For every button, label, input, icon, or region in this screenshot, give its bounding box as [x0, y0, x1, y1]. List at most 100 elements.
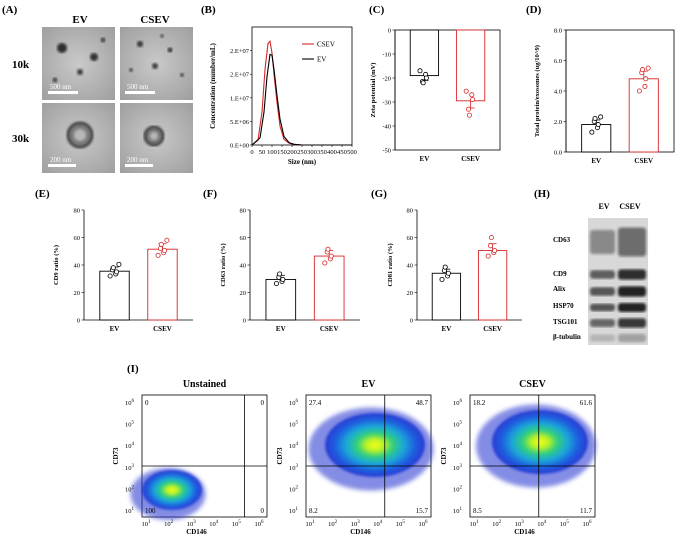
bar-ev — [265, 278, 297, 321]
panel-f-label: (F) — [203, 188, 217, 200]
y-tick-exponent: 1 — [296, 507, 299, 512]
panel-h: (H) EV CSEV CD63 CD9 Alix HSP70 TSG101 β-tubu… — [534, 188, 648, 345]
y-tick-label: 60 — [407, 235, 414, 242]
y-tick-label: 106 — [125, 399, 135, 407]
data-point-csev — [328, 253, 334, 259]
x-tick-label: 105 — [396, 520, 406, 528]
y-tick-label: 105 — [289, 421, 299, 429]
x-tick-exponent: 6 — [261, 520, 264, 525]
tem-col-label-csev: CSEV — [140, 14, 169, 26]
series-line-ev — [251, 53, 352, 146]
x-tick-label: 104 — [373, 520, 383, 528]
y-tick-label: 103 — [453, 464, 463, 472]
x-tick-exponent: 4 — [380, 520, 383, 525]
x-tick-exponent: 1 — [148, 520, 151, 525]
tem-col-label-ev: EV — [72, 14, 87, 26]
flow-title-unstained: Unstained — [183, 379, 227, 390]
category-label-ev: EV — [442, 325, 452, 333]
y-tick-label: 8.0 — [554, 28, 562, 35]
data-point-csev — [322, 260, 328, 266]
y-tick-label: 20 — [240, 290, 247, 297]
data-point-ev — [445, 270, 451, 276]
y-tick-label: 5.E+06 — [230, 119, 250, 126]
x-tick-label: 104 — [209, 520, 219, 528]
y-tick-exponent: 1 — [460, 507, 463, 512]
data-point-csev — [469, 92, 475, 98]
y-tick-exponent: 6 — [296, 399, 299, 404]
category-label-csev: CSEV — [320, 325, 339, 333]
data-point-csev — [643, 76, 649, 82]
x-tick-exponent: 3 — [357, 520, 360, 525]
category-label-csev: CSEV — [461, 155, 480, 163]
panel-c-label: (C) — [369, 4, 385, 16]
data-point-ev — [442, 264, 448, 270]
y-tick-label: 104 — [453, 442, 463, 450]
tem-image-csev-10k: 500 nm — [120, 27, 193, 100]
x-tick-exponent: 6 — [425, 520, 428, 525]
protein-chart: 0.0 2.0 4.0 6.0 8.0 Total protein/exosomes (u… — [534, 28, 675, 165]
x-tick-exponent: 2 — [171, 520, 174, 525]
band-csev-cd9 — [618, 269, 646, 280]
tem-row-label-10k: 10k — [12, 59, 30, 71]
x-tick-exponent: 5 — [402, 520, 405, 525]
y-tick-exponent: 6 — [132, 399, 135, 404]
cd63-chart: 0 20 40 60 80 CD63 ratio (%) EV CSEV — [220, 208, 360, 333]
y-tick-label: 0 — [388, 28, 391, 35]
band-ev-hsp70 — [590, 303, 615, 312]
y-tick-label: 102 — [453, 485, 463, 493]
y-axis-label: CD9 ratio (%) — [53, 245, 60, 285]
x-tick-label: 106 — [419, 520, 429, 528]
data-point-ev — [277, 271, 283, 277]
series-line-csev — [251, 39, 352, 146]
x-tick-label: 101 — [142, 520, 152, 528]
flow-ylabel-csev: CD73 — [440, 447, 448, 465]
blot-label-hsp70: HSP70 — [553, 302, 574, 310]
y-tick-label: 60 — [240, 235, 247, 242]
y-tick-exponent: 4 — [132, 442, 135, 447]
data-point-ev — [420, 80, 426, 86]
y-tick-label: 104 — [289, 442, 299, 450]
category-label-ev: EV — [110, 325, 120, 333]
data-point-ev — [273, 281, 279, 287]
data-point-ev — [589, 129, 595, 135]
flow-density-csev — [492, 410, 588, 474]
x-tick-label: 102 — [328, 520, 338, 528]
y-tick-label: -40 — [382, 124, 391, 131]
quadrant-ll-unstained: 100 — [145, 507, 156, 515]
scale-bar-ev-30k: 200 nm — [50, 156, 72, 164]
panel-a: (A) EV CSEV 10k 30k 500 nm 500 nm — [2, 4, 193, 173]
flow-ylabel-ev: CD73 — [276, 447, 284, 465]
data-point-csev — [164, 237, 170, 243]
quadrant-ul-ev: 27.4 — [309, 399, 322, 407]
y-tick-label: 80 — [407, 208, 414, 215]
x-tick-exponent: 1 — [476, 520, 479, 525]
y-tick-exponent: 6 — [460, 399, 463, 404]
y-tick-label: 0.E+00 — [230, 143, 249, 150]
bar-ev — [99, 270, 130, 321]
blot-label-cd63: CD63 — [553, 236, 571, 244]
zeta-chart: 0 -10 -20 -30 -40 -50 Zeta potential (mV) EV CSE… — [370, 28, 501, 163]
x-tick-exponent: 4 — [216, 520, 219, 525]
quadrant-lr-csev: 11.7 — [580, 507, 592, 515]
cd9-chart: 0 20 40 60 80 CD9 ratio (%) EV CSEV — [53, 208, 193, 333]
y-tick-exponent: 2 — [296, 485, 299, 490]
flow-title-ev: EV — [362, 379, 377, 390]
plot-frame — [394, 29, 501, 151]
y-tick-label: -20 — [382, 76, 391, 83]
y-tick-label: 2.E+07 — [230, 48, 250, 55]
legend-label-ev: EV — [317, 56, 326, 64]
quadrant-ul-csev: 18.2 — [473, 399, 486, 407]
panel-i-label: (I) — [127, 363, 139, 375]
quadrant-ll-ev: 8.2 — [309, 507, 318, 515]
y-tick-label: 1.E+07 — [230, 95, 250, 102]
category-label-csev: CSEV — [483, 325, 502, 333]
y-tick-label: 0 — [77, 318, 80, 325]
data-point-csev — [157, 245, 163, 251]
panel-b-label: (B) — [201, 4, 216, 16]
x-tick-label: 104 — [537, 520, 547, 528]
tem-row-label-30k: 30k — [12, 133, 30, 145]
band-csev-tubulin — [618, 333, 646, 343]
y-tick-label: 104 — [125, 442, 135, 450]
blot-label-tsg101: TSG101 — [553, 318, 578, 326]
x-axis-label: Size (nm) — [288, 158, 317, 166]
